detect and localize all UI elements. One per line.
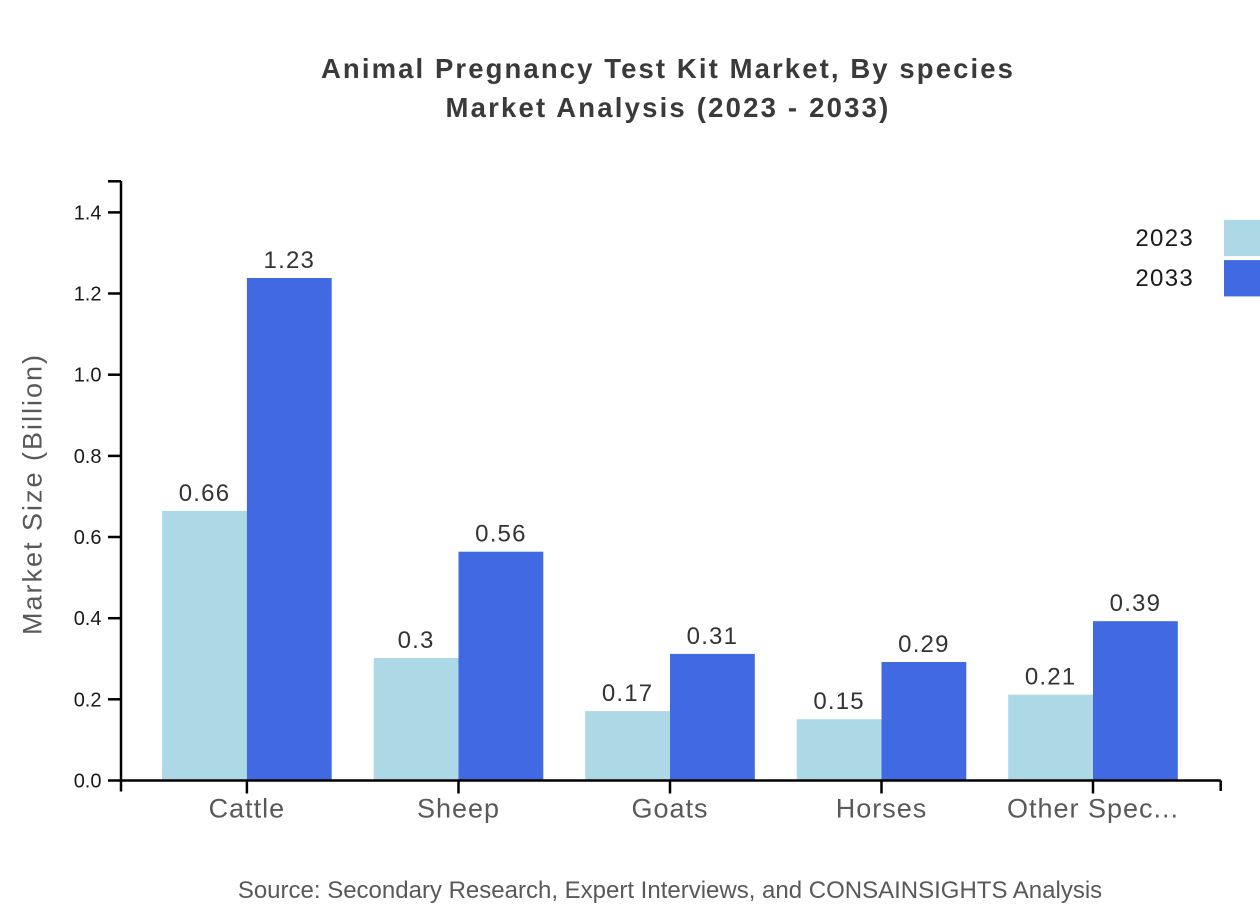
svg-text:0.21: 0.21: [1025, 664, 1077, 691]
svg-text:0.8: 0.8: [74, 446, 102, 468]
svg-text:0.6: 0.6: [74, 527, 102, 549]
svg-text:0.3: 0.3: [398, 627, 435, 654]
svg-text:1.4: 1.4: [74, 202, 102, 224]
svg-text:0.15: 0.15: [813, 688, 865, 715]
svg-text:2033: 2033: [1135, 265, 1194, 292]
svg-text:Horses: Horses: [836, 794, 928, 824]
svg-text:0.39: 0.39: [1110, 590, 1162, 617]
svg-text:0.17: 0.17: [602, 680, 654, 707]
svg-text:Market Analysis (2023 - 2033): Market Analysis (2023 - 2033): [446, 92, 891, 123]
svg-text:0.2: 0.2: [74, 689, 102, 711]
svg-text:0.0: 0.0: [74, 771, 102, 793]
svg-text:Cattle: Cattle: [209, 794, 286, 824]
svg-text:1.23: 1.23: [264, 247, 316, 274]
svg-text:0.66: 0.66: [179, 480, 231, 507]
svg-text:Market Size (Billion): Market Size (Billion): [18, 353, 48, 635]
svg-text:Other Spec...: Other Spec...: [1007, 794, 1179, 824]
svg-text:Animal Pregnancy Test Kit Mark: Animal Pregnancy Test Kit Market, By spe…: [321, 53, 1015, 84]
svg-text:0.4: 0.4: [74, 608, 102, 630]
svg-text:1.0: 1.0: [74, 365, 102, 387]
svg-text:0.31: 0.31: [687, 623, 739, 650]
svg-text:0.56: 0.56: [475, 521, 527, 548]
svg-text:2023: 2023: [1135, 225, 1194, 252]
svg-text:1.2: 1.2: [74, 284, 102, 306]
svg-text:Sheep: Sheep: [417, 794, 500, 824]
svg-text:Goats: Goats: [631, 794, 708, 824]
svg-text:Source: Secondary Research, Ex: Source: Secondary Research, Expert Inter…: [238, 877, 1102, 904]
svg-text:0.29: 0.29: [898, 631, 950, 658]
